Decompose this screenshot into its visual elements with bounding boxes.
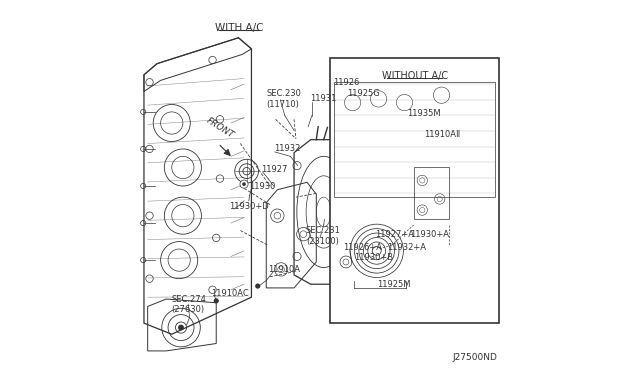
Text: SEC.230
(11710): SEC.230 (11710) [266,89,301,109]
Circle shape [335,108,340,113]
Text: 11935M: 11935M [407,109,441,118]
Circle shape [242,182,246,186]
Text: J27500ND: J27500ND [452,353,497,362]
Text: 11926+A: 11926+A [343,243,382,251]
Text: 11927+A: 11927+A [376,230,415,239]
Text: 11927: 11927 [260,165,287,174]
Text: 11931: 11931 [310,94,336,103]
Text: 11910AC: 11910AC [211,289,248,298]
Text: 11926: 11926 [333,78,359,87]
Text: WITH A/C: WITH A/C [215,23,264,33]
Circle shape [255,283,260,289]
Bar [414,167,449,219]
Text: 11930: 11930 [249,182,275,190]
Circle shape [345,102,350,107]
Text: WITHOUT A/C: WITHOUT A/C [381,71,448,81]
Text: 11910A: 11910A [268,265,300,274]
Text: 11925M: 11925M [378,280,411,289]
Text: 11930+A: 11930+A [410,230,449,239]
Circle shape [214,298,219,304]
Text: 11932: 11932 [274,144,300,153]
Text: FRONT: FRONT [205,116,236,140]
Circle shape [179,326,183,330]
Text: 11930+D: 11930+D [229,202,269,211]
Text: 11910AⅡ: 11910AⅡ [424,129,461,139]
Bar [330,58,499,323]
Text: 11932+A: 11932+A [387,243,426,251]
Text: 11930+B: 11930+B [354,253,393,262]
Circle shape [336,125,342,131]
Text: SEC.274
(27630): SEC.274 (27630) [171,295,206,314]
Text: SEC.231
(23100): SEC.231 (23100) [306,226,340,246]
Circle shape [240,180,248,188]
Text: 11925G: 11925G [347,89,380,98]
